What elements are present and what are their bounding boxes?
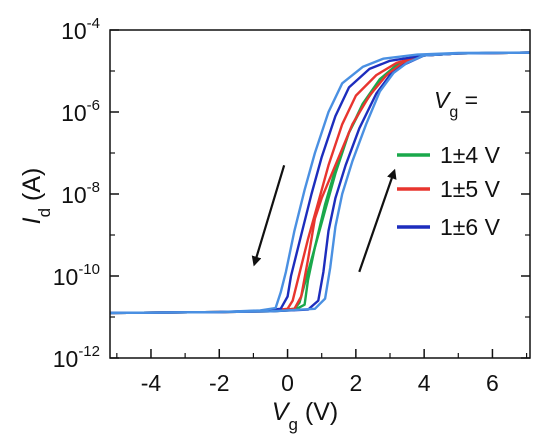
legend-entry-label: 1±5 V xyxy=(440,176,501,202)
y-tick-label: 10-6 xyxy=(61,97,100,126)
legend-entry-label: 1±4 V xyxy=(440,142,501,168)
y-tick-label: 10-10 xyxy=(53,261,100,290)
y-tick-label: 10-4 xyxy=(61,15,100,44)
legend-title: Vg = xyxy=(434,87,478,121)
x-tick-label: 6 xyxy=(486,370,499,396)
y-tick-label: 10-12 xyxy=(53,343,100,372)
x-axis-label: Vg (V) xyxy=(272,398,338,434)
series-3-sweep-1-line xyxy=(109,51,531,315)
legend-entry-label: 1±6 V xyxy=(440,214,501,240)
y-axis-label: Id (A) xyxy=(18,168,54,225)
x-tick-label: -2 xyxy=(209,370,229,396)
sweep-arrow-up xyxy=(358,168,397,273)
legend: Vg = 1±4 V 1±5 V 1±6 V xyxy=(397,87,501,240)
series-3-sweep-0-line xyxy=(109,51,531,315)
x-tick-label: 0 xyxy=(281,370,294,396)
x-tick-label: 4 xyxy=(418,370,431,396)
sweep-arrow-down xyxy=(251,164,286,267)
x-tick-label: 2 xyxy=(349,370,362,396)
y-tick-label: 10-8 xyxy=(61,179,100,208)
x-tick-label: -4 xyxy=(141,370,162,396)
